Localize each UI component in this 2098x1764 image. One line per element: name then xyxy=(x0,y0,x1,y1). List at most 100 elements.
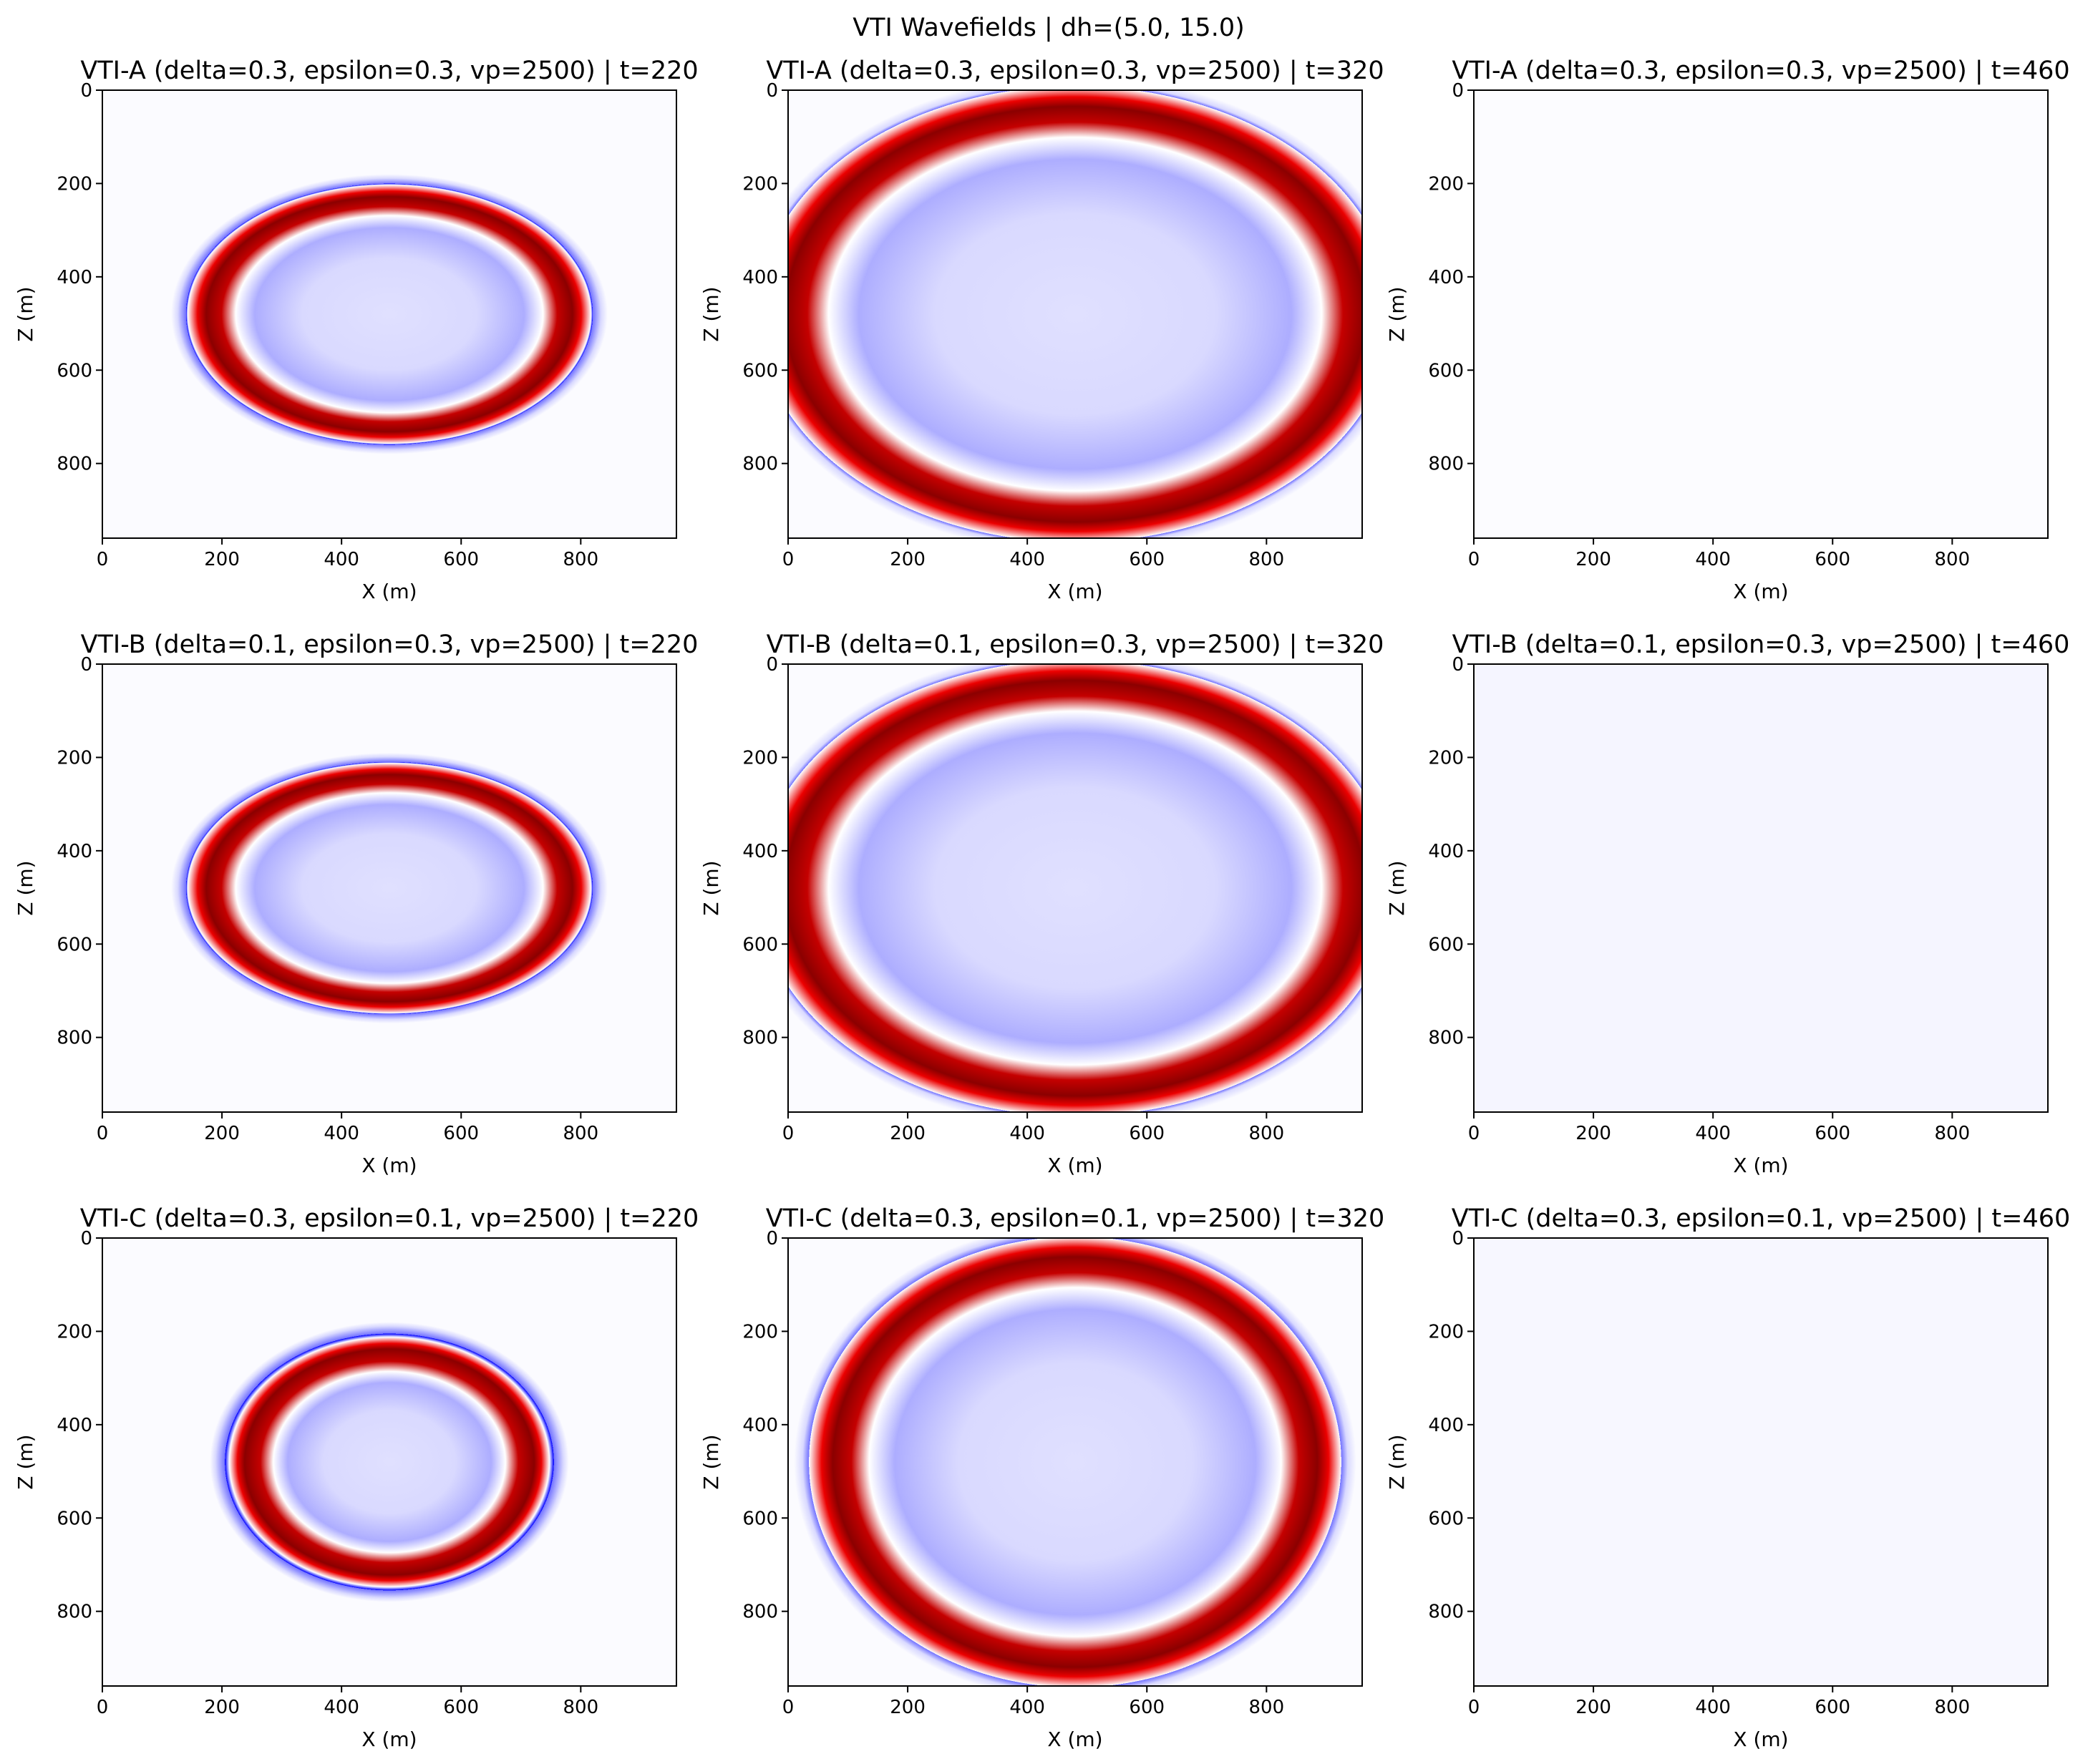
y-tick-label: 0 xyxy=(1452,654,1464,676)
y-tick-label: 800 xyxy=(57,1602,92,1623)
x-tick-label: 0 xyxy=(97,1123,109,1144)
x-tick-label: 800 xyxy=(563,549,599,570)
x-tick-label: 400 xyxy=(1009,549,1045,570)
y-axis-label: Z (m) xyxy=(1385,286,1409,341)
axes-frame xyxy=(102,1237,677,1687)
y-tick-label: 400 xyxy=(742,841,778,862)
y-tick-label: 400 xyxy=(57,841,92,862)
axes-frame xyxy=(787,1237,1363,1687)
wavefield-panel: VTI-C (delta=0.3, epsilon=0.1, vp=2500) … xyxy=(1385,1204,2070,1751)
y-tick-label: 400 xyxy=(742,1415,778,1436)
x-tick-label: 0 xyxy=(97,549,109,570)
y-tick-label: 600 xyxy=(1428,360,1464,381)
y-tick-label: 800 xyxy=(1428,1028,1464,1049)
x-tick-label: 200 xyxy=(204,549,240,570)
x-tick-label: 200 xyxy=(890,549,926,570)
wavefield-panel: VTI-B (delta=0.1, epsilon=0.3, vp=2500) … xyxy=(699,630,1384,1177)
x-tick-label: 600 xyxy=(443,549,479,570)
x-tick-label: 200 xyxy=(1575,1697,1611,1718)
wavefront-rings xyxy=(210,1322,569,1602)
x-tick-label: 0 xyxy=(1468,1697,1480,1718)
panel-grid: VTI-A (delta=0.3, epsilon=0.3, vp=2500) … xyxy=(14,57,2070,1751)
x-axis-label: X (m) xyxy=(361,1728,417,1751)
y-tick-label: 200 xyxy=(742,747,778,769)
axes-frame xyxy=(102,663,677,1113)
axes-frame xyxy=(787,89,1363,539)
x-tick-label: 600 xyxy=(1129,1697,1165,1718)
axes-frame xyxy=(1473,1237,2049,1687)
x-tick-label: 200 xyxy=(204,1123,240,1144)
x-tick-label: 800 xyxy=(563,1697,599,1718)
x-tick-label: 600 xyxy=(1129,549,1165,570)
field-background xyxy=(1474,90,2048,538)
wavefield-image xyxy=(210,1322,569,1602)
x-tick-label: 200 xyxy=(1575,1123,1611,1144)
panel-title: VTI-C (delta=0.3, epsilon=0.1, vp=2500) … xyxy=(1452,1204,2071,1233)
x-axis-label: X (m) xyxy=(1733,1154,1788,1177)
y-axis-label: Z (m) xyxy=(1385,1434,1409,1489)
y-axis-label: Z (m) xyxy=(14,1434,37,1489)
panel-title: VTI-A (delta=0.3, epsilon=0.3, vp=2500) … xyxy=(766,57,1384,85)
wavefront-rings xyxy=(788,664,1362,1112)
y-tick-label: 400 xyxy=(1428,841,1464,862)
panel-title: VTI-A (delta=0.3, epsilon=0.3, vp=2500) … xyxy=(80,57,698,85)
y-axis-label: Z (m) xyxy=(14,286,37,341)
wavefront-rings xyxy=(794,1238,1356,1686)
y-tick-label: 200 xyxy=(742,1321,778,1343)
y-tick-label: 0 xyxy=(80,654,92,676)
x-tick-label: 600 xyxy=(443,1123,479,1144)
x-tick-label: 0 xyxy=(782,549,795,570)
x-tick-label: 400 xyxy=(1695,549,1731,570)
y-tick-label: 400 xyxy=(57,267,92,288)
x-tick-label: 600 xyxy=(1129,1123,1165,1144)
x-tick-label: 200 xyxy=(890,1123,926,1144)
x-tick-label: 200 xyxy=(890,1697,926,1718)
x-tick-label: 400 xyxy=(324,1123,359,1144)
x-tick-label: 800 xyxy=(563,1123,599,1144)
x-axis-label: X (m) xyxy=(361,1154,417,1177)
wavefield-panel: VTI-C (delta=0.3, epsilon=0.1, vp=2500) … xyxy=(14,1204,699,1751)
x-tick-label: 600 xyxy=(1815,1697,1850,1718)
wavefront-rings xyxy=(788,90,1362,538)
panel-title: VTI-B (delta=0.1, epsilon=0.3, vp=2500) … xyxy=(1452,630,2070,659)
x-tick-label: 200 xyxy=(204,1697,240,1718)
y-tick-label: 400 xyxy=(1428,267,1464,288)
axes-frame xyxy=(787,663,1363,1113)
x-tick-label: 400 xyxy=(324,549,359,570)
field-background xyxy=(1474,664,2048,1112)
wavefield-image xyxy=(794,1238,1356,1686)
panel-title: VTI-A (delta=0.3, epsilon=0.3, vp=2500) … xyxy=(1452,57,2069,85)
y-tick-label: 800 xyxy=(1428,1602,1464,1623)
wavefront-rings xyxy=(171,752,608,1024)
y-tick-label: 600 xyxy=(57,1508,92,1529)
panel-title: VTI-C (delta=0.3, epsilon=0.1, vp=2500) … xyxy=(766,1204,1385,1233)
x-axis-label: X (m) xyxy=(1733,580,1788,603)
x-axis-label: X (m) xyxy=(1047,1728,1102,1751)
panel-title: VTI-C (delta=0.3, epsilon=0.1, vp=2500) … xyxy=(80,1204,699,1233)
y-axis-label: Z (m) xyxy=(699,286,723,341)
x-tick-label: 0 xyxy=(782,1697,795,1718)
x-tick-label: 800 xyxy=(1249,1123,1285,1144)
x-tick-label: 600 xyxy=(1815,549,1850,570)
y-axis-label: Z (m) xyxy=(699,860,723,915)
y-tick-label: 600 xyxy=(742,1508,778,1529)
y-tick-label: 0 xyxy=(80,80,92,102)
y-axis-label: Z (m) xyxy=(699,1434,723,1489)
y-tick-label: 800 xyxy=(57,454,92,475)
y-tick-label: 0 xyxy=(1452,80,1464,102)
wavefield-panel: VTI-A (delta=0.3, epsilon=0.3, vp=2500) … xyxy=(699,57,1384,603)
y-tick-label: 800 xyxy=(57,1028,92,1049)
wavefield-panel: VTI-A (delta=0.3, epsilon=0.3, vp=2500) … xyxy=(14,57,699,603)
x-tick-label: 400 xyxy=(324,1697,359,1718)
y-axis-label: Z (m) xyxy=(1385,860,1409,915)
x-tick-label: 800 xyxy=(1935,1697,1971,1718)
y-tick-label: 0 xyxy=(1452,1228,1464,1249)
y-tick-label: 200 xyxy=(1428,173,1464,195)
y-tick-label: 600 xyxy=(742,360,778,381)
y-tick-label: 800 xyxy=(1428,454,1464,475)
y-tick-label: 600 xyxy=(742,934,778,955)
x-tick-label: 600 xyxy=(1815,1123,1850,1144)
y-tick-label: 800 xyxy=(742,454,778,475)
axes-frame xyxy=(1473,663,2049,1113)
